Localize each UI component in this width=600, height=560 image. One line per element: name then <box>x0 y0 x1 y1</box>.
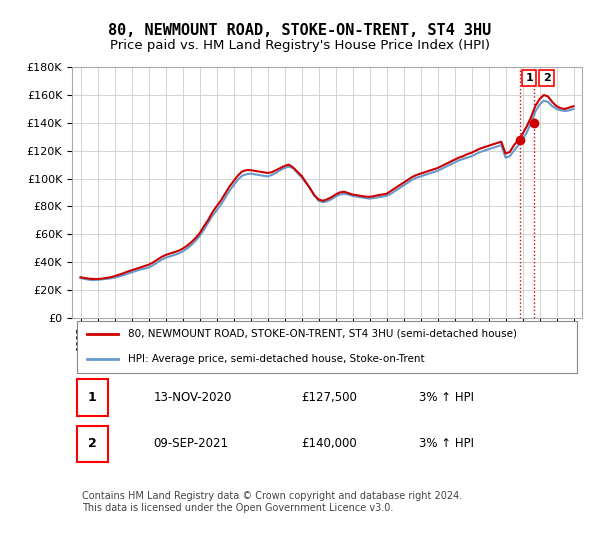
Text: 13-NOV-2020: 13-NOV-2020 <box>154 391 232 404</box>
Text: 3% ↑ HPI: 3% ↑ HPI <box>419 391 474 404</box>
Text: 80, NEWMOUNT ROAD, STOKE-ON-TRENT, ST4 3HU (semi-detached house): 80, NEWMOUNT ROAD, STOKE-ON-TRENT, ST4 3… <box>128 329 517 339</box>
Text: Price paid vs. HM Land Registry's House Price Index (HPI): Price paid vs. HM Land Registry's House … <box>110 39 490 53</box>
Text: Contains HM Land Registry data © Crown copyright and database right 2024.
This d: Contains HM Land Registry data © Crown c… <box>82 491 463 512</box>
Text: £127,500: £127,500 <box>302 391 358 404</box>
FancyBboxPatch shape <box>77 379 108 416</box>
Text: 1: 1 <box>526 73 533 83</box>
Text: 09-SEP-2021: 09-SEP-2021 <box>154 437 229 450</box>
FancyBboxPatch shape <box>77 320 577 372</box>
Text: 1: 1 <box>88 391 97 404</box>
Text: £140,000: £140,000 <box>302 437 357 450</box>
Text: 80, NEWMOUNT ROAD, STOKE-ON-TRENT, ST4 3HU: 80, NEWMOUNT ROAD, STOKE-ON-TRENT, ST4 3… <box>109 24 491 38</box>
FancyBboxPatch shape <box>77 426 108 462</box>
Text: 2: 2 <box>88 437 97 450</box>
Text: HPI: Average price, semi-detached house, Stoke-on-Trent: HPI: Average price, semi-detached house,… <box>128 354 425 364</box>
Text: 3% ↑ HPI: 3% ↑ HPI <box>419 437 474 450</box>
Text: 2: 2 <box>543 73 550 83</box>
